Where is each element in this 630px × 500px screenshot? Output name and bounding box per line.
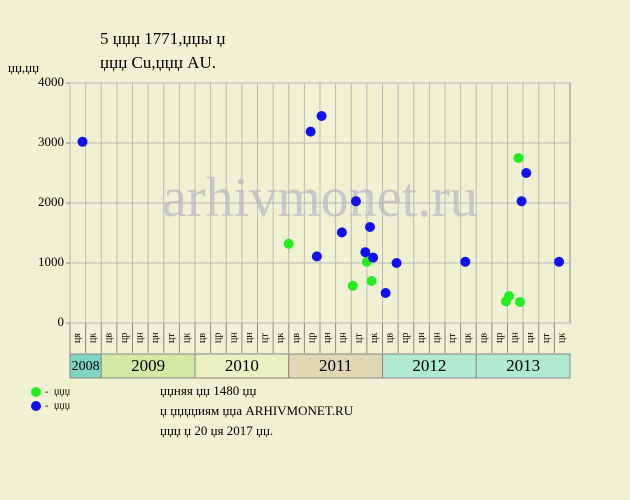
data-point [368, 252, 379, 263]
legend-label: џџџ [54, 386, 71, 397]
x-tick-label: цт [166, 333, 177, 343]
y-tick-label: 3000 [38, 134, 64, 149]
x-tick-label: цк [556, 333, 567, 343]
x-tick-label: цк [181, 333, 192, 343]
legend-marker [31, 401, 41, 411]
year-label: 2012 [412, 356, 446, 375]
x-tick-label: цр [400, 333, 411, 343]
x-tick-label: цв [197, 333, 208, 343]
data-point [366, 276, 377, 286]
x-tick-label: цн [228, 332, 239, 343]
year-band [382, 353, 477, 379]
data-point [77, 136, 88, 147]
data-point [516, 196, 527, 207]
x-tick-label: цн [135, 332, 146, 343]
data-point [504, 291, 515, 301]
x-tick-label: цв [385, 333, 396, 343]
x-tick-label: цв [291, 333, 302, 343]
x-tick-label: цк [275, 333, 286, 343]
x-tick-label: цн [338, 332, 349, 343]
x-tick-label: цн [150, 332, 161, 343]
legend-marker [31, 387, 41, 397]
x-tick-label: цн [416, 332, 427, 343]
x-tick-label: цв [103, 333, 114, 343]
year-label: 2009 [131, 356, 165, 375]
x-tick-label: цр [494, 333, 505, 343]
data-point [336, 227, 347, 238]
x-tick-label: цр [306, 333, 317, 343]
x-tick-label: цк [369, 333, 380, 343]
year-band [288, 353, 383, 379]
data-point [554, 256, 565, 267]
data-point [521, 168, 532, 178]
x-tick-label: цр [119, 333, 130, 343]
x-tick-label: цт [541, 333, 552, 343]
x-tick-label: цр [213, 333, 224, 343]
note: џџџ џ 20 џя 2017 џџ. [160, 423, 273, 438]
x-tick-label: ця [72, 333, 83, 343]
y-tick-label: 2000 [38, 194, 64, 209]
legend-dash: - [45, 400, 48, 411]
x-tick-label: цт [447, 333, 458, 343]
year-label: 2008 [72, 359, 100, 374]
y-tick-label: 0 [58, 314, 65, 329]
x-tick-label: цн [525, 332, 536, 343]
x-tick-label: цн [510, 332, 521, 343]
y-tick-label: 1000 [38, 254, 64, 269]
x-tick-label: цн [322, 332, 333, 343]
data-point [311, 251, 322, 262]
data-point [380, 288, 391, 298]
x-tick-label: цт [353, 333, 364, 343]
legend-dash: - [45, 386, 48, 397]
data-point [513, 153, 524, 163]
year-label: 2013 [506, 356, 540, 375]
x-tick-label: цк [88, 333, 99, 343]
year-label: 2011 [319, 356, 352, 375]
data-point [283, 238, 294, 249]
y-tick-label: 4000 [38, 74, 64, 89]
x-tick-label: цк [463, 333, 474, 343]
data-point [347, 280, 358, 291]
data-point [316, 111, 327, 121]
year-band [69, 353, 102, 379]
data-point [350, 196, 361, 207]
data-point [360, 247, 371, 258]
note: џџняя џџ 1480 џџ [160, 383, 256, 398]
chart-subtitle: џџџ Cu,џџџ AU. [100, 53, 216, 72]
data-point [515, 297, 525, 307]
x-tick-label: цв [478, 333, 489, 343]
x-tick-label: цт [260, 333, 271, 343]
year-band [475, 353, 571, 379]
data-point [460, 256, 471, 267]
note: џ џџџџиям џџа ARHIVMONET.RU [160, 403, 354, 418]
x-tick-label: цн [244, 332, 255, 343]
data-point [305, 126, 316, 137]
chart-title: 5 џџџ 1771,џџы џ [100, 29, 226, 48]
data-point [391, 258, 402, 268]
legend-label: џџџ [54, 400, 71, 411]
x-tick-label: цн [431, 332, 442, 343]
y-axis-label: џџ,џџ [8, 60, 39, 75]
data-point [365, 222, 375, 232]
year-label: 2010 [225, 356, 259, 375]
